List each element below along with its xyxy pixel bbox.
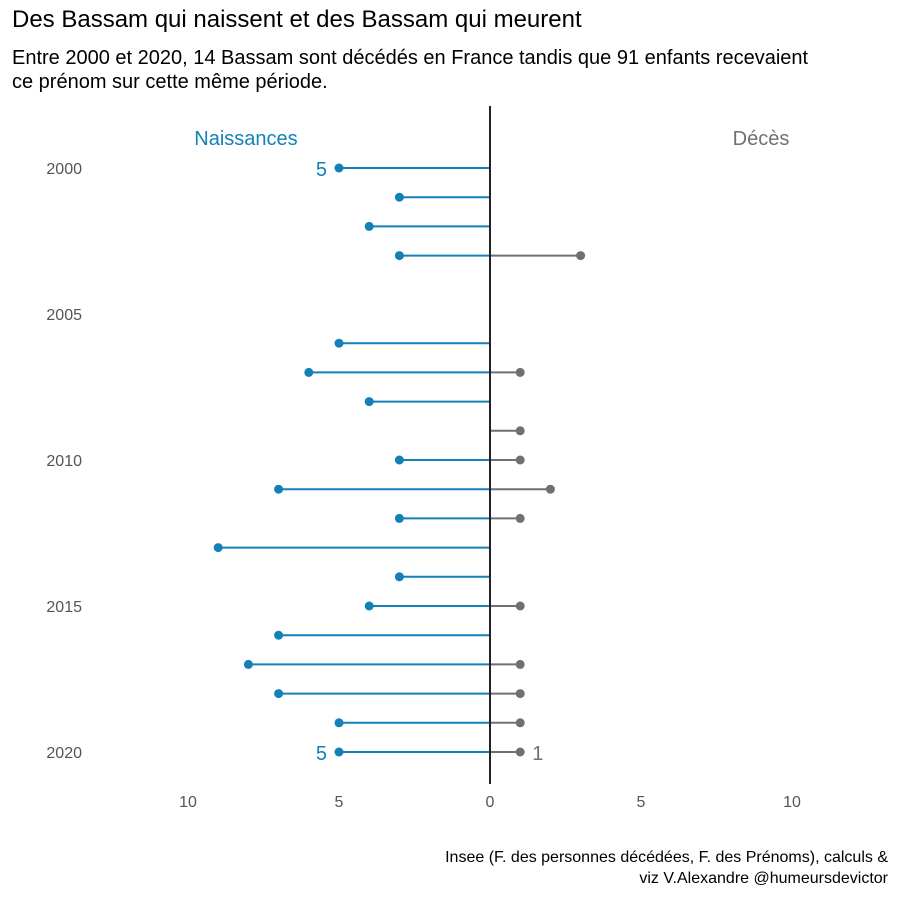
y-tick-label-2000: 2000 xyxy=(46,161,82,178)
lollipop-points xyxy=(213,163,586,757)
death-point-2015 xyxy=(515,601,525,611)
lollipop-stems xyxy=(218,167,581,753)
birth-point-2016 xyxy=(274,630,284,640)
birth-point-2013 xyxy=(213,543,223,553)
caption-line-2: viz V.Alexandre @humeursdevictor xyxy=(639,870,888,887)
birth-point-2011 xyxy=(274,484,284,494)
birth-point-2019 xyxy=(334,718,344,728)
caption-line-1: Insee (F. des personnes décédées, F. des… xyxy=(445,849,888,866)
chart-title: Des Bassam qui naissent et des Bassam qu… xyxy=(12,6,582,33)
birth-point-2015 xyxy=(364,601,374,611)
death-point-2010 xyxy=(515,455,525,465)
y-tick-label-2020: 2020 xyxy=(46,745,82,762)
x-tick-label-1: 5 xyxy=(335,794,344,811)
death-point-2011 xyxy=(545,484,555,494)
death-point-2020 xyxy=(515,747,525,757)
series-label-deces: Décès xyxy=(733,128,790,150)
x-tick-label-2: 0 xyxy=(486,794,495,811)
birth-point-2012 xyxy=(394,513,404,523)
value-label-naissances-2000: 5 xyxy=(316,159,327,181)
birth-point-2008 xyxy=(364,397,374,407)
source-caption: Insee (F. des personnes décédées, F. des… xyxy=(328,847,888,889)
death-point-2019 xyxy=(515,718,525,728)
y-tick-label-2015: 2015 xyxy=(46,599,82,616)
birth-point-2006 xyxy=(334,338,344,348)
birth-point-2014 xyxy=(394,572,404,582)
x-tick-label-0: 10 xyxy=(179,794,197,811)
death-point-2012 xyxy=(515,513,525,523)
y-tick-label-2005: 2005 xyxy=(46,307,82,324)
birth-point-2017 xyxy=(243,659,253,669)
value-label-naissances-2020: 5 xyxy=(316,743,327,765)
y-axis-tick-labels: 2000 2005 2010 2015 2020 xyxy=(46,161,82,762)
birth-point-2000 xyxy=(334,163,344,173)
death-point-2018 xyxy=(515,689,525,699)
series-label-naissances: Naissances xyxy=(194,128,297,150)
death-point-2009 xyxy=(515,426,525,436)
birth-point-2007 xyxy=(304,367,314,377)
death-point-2007 xyxy=(515,367,525,377)
series-labels: Naissances Décès xyxy=(194,128,789,150)
birth-point-2001 xyxy=(394,192,404,202)
value-labels: 5 5 1 xyxy=(316,159,543,765)
birth-point-2002 xyxy=(364,221,374,231)
value-label-deces-2020: 1 xyxy=(532,743,543,765)
birth-point-2010 xyxy=(394,455,404,465)
y-tick-label-2010: 2010 xyxy=(46,453,82,470)
birth-point-2018 xyxy=(274,689,284,699)
chart-subtitle: Entre 2000 et 2020, 14 Bassam sont décéd… xyxy=(12,47,809,93)
birth-point-2003 xyxy=(394,251,404,261)
x-tick-label-4: 10 xyxy=(783,794,801,811)
death-point-2017 xyxy=(515,659,525,669)
birth-point-2020 xyxy=(334,747,344,757)
x-axis-tick-labels: 10 5 0 5 10 xyxy=(179,794,801,811)
x-tick-label-3: 5 xyxy=(637,794,646,811)
death-point-2003 xyxy=(576,251,586,261)
